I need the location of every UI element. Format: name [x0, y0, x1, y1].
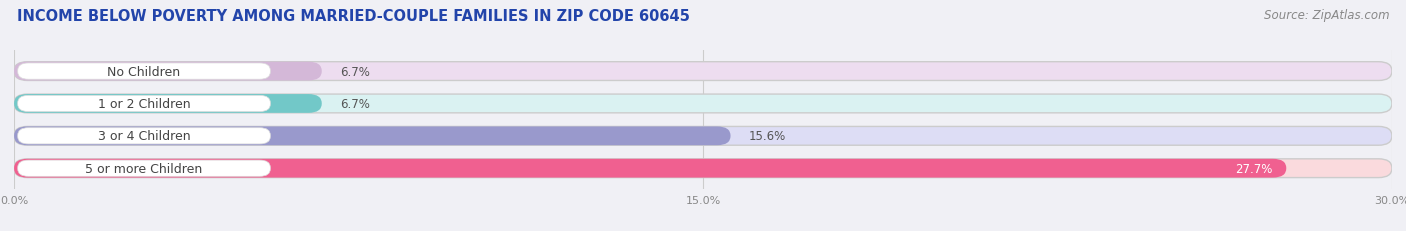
FancyBboxPatch shape [14, 127, 1392, 146]
Text: 6.7%: 6.7% [340, 97, 370, 110]
FancyBboxPatch shape [18, 64, 270, 80]
Text: 3 or 4 Children: 3 or 4 Children [98, 130, 190, 143]
Text: 15.6%: 15.6% [749, 130, 786, 143]
FancyBboxPatch shape [14, 62, 322, 81]
FancyBboxPatch shape [18, 96, 270, 112]
FancyBboxPatch shape [14, 62, 1392, 81]
Text: Source: ZipAtlas.com: Source: ZipAtlas.com [1264, 9, 1389, 22]
Text: 6.7%: 6.7% [340, 65, 370, 78]
Text: 5 or more Children: 5 or more Children [86, 162, 202, 175]
FancyBboxPatch shape [14, 159, 1286, 178]
FancyBboxPatch shape [14, 95, 322, 113]
FancyBboxPatch shape [18, 128, 270, 144]
FancyBboxPatch shape [14, 95, 1392, 113]
FancyBboxPatch shape [14, 127, 731, 146]
Text: 27.7%: 27.7% [1234, 162, 1272, 175]
Text: 1 or 2 Children: 1 or 2 Children [98, 97, 190, 110]
Text: No Children: No Children [107, 65, 180, 78]
FancyBboxPatch shape [14, 159, 1392, 178]
FancyBboxPatch shape [18, 160, 270, 176]
Text: INCOME BELOW POVERTY AMONG MARRIED-COUPLE FAMILIES IN ZIP CODE 60645: INCOME BELOW POVERTY AMONG MARRIED-COUPL… [17, 9, 690, 24]
